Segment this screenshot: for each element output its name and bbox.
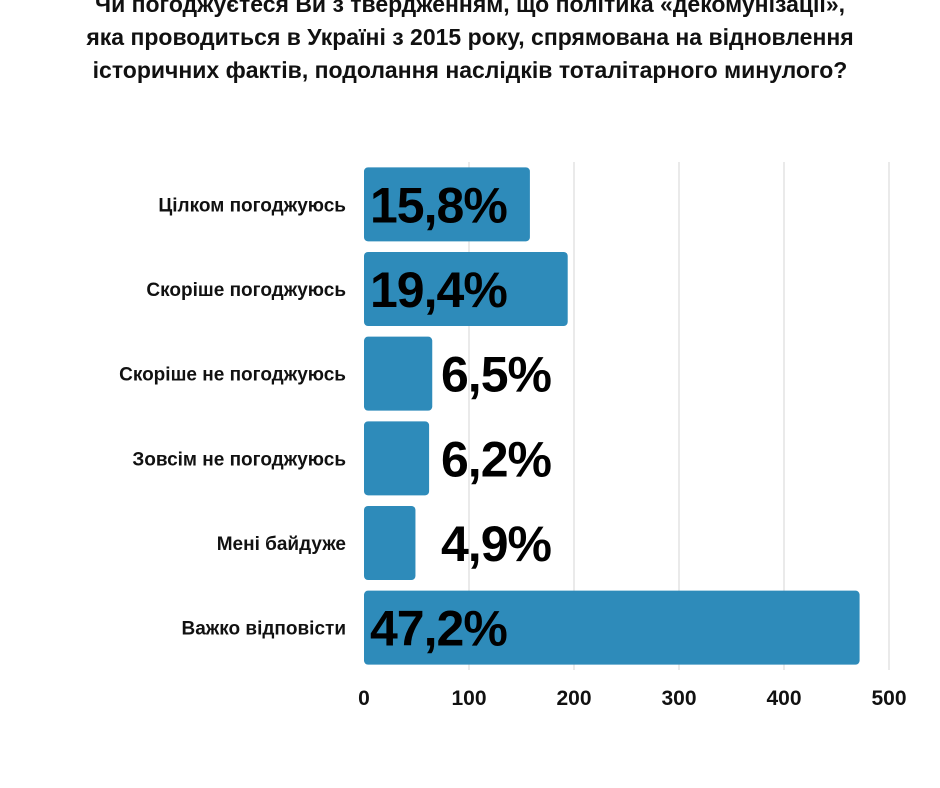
title-line: історичних фактів, подолання наслідків т… xyxy=(92,57,848,83)
category-label: Зовсім не погоджуюсь xyxy=(132,449,346,470)
category-label: Важко відповісти xyxy=(181,619,346,640)
x-tick-label: 100 xyxy=(451,687,486,710)
category-label: Мені байдуже xyxy=(217,534,346,555)
bar xyxy=(364,421,430,496)
data-label: 4,9% xyxy=(441,516,552,572)
data-label: 6,5% xyxy=(441,347,552,403)
bar xyxy=(364,336,433,411)
x-tick-label: 300 xyxy=(661,687,696,710)
title-line: яка проводиться в Україні з 2015 року, с… xyxy=(86,24,854,50)
data-label: 6,2% xyxy=(441,431,552,487)
bar xyxy=(364,252,568,326)
category-label: Скоріше не погоджуюсь xyxy=(119,365,346,386)
category-label: Скоріше погоджуюсь xyxy=(146,280,346,301)
data-label: 19,4% xyxy=(370,262,507,318)
category-label: Цілком погоджуюсь xyxy=(158,195,346,216)
x-tick-label: 200 xyxy=(556,687,591,710)
title-line: Чи погоджуєтеся Ви з твердженням, що пол… xyxy=(94,0,846,17)
x-tick-label: 500 xyxy=(871,687,906,710)
data-label: 15,8% xyxy=(370,177,507,233)
bar xyxy=(364,167,530,242)
bar xyxy=(364,590,860,665)
bar xyxy=(364,506,416,580)
chart-title: Чи погоджуєтеся Ви з твердженням, що пол… xyxy=(0,0,940,87)
data-label: 47,2% xyxy=(370,601,507,657)
x-tick-label: 400 xyxy=(766,687,801,710)
x-tick-label: 0 xyxy=(358,687,370,710)
